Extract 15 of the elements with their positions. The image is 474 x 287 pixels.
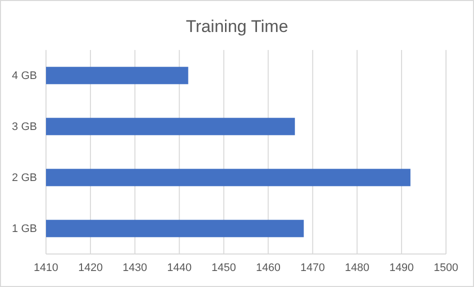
chart-title: Training Time (186, 17, 288, 36)
x-tick-label: 1420 (78, 262, 103, 274)
x-tick-label: 1490 (389, 262, 414, 274)
x-tick-label: 1440 (167, 262, 192, 274)
x-tick-label: 1430 (122, 262, 148, 274)
x-tick-label: 1450 (212, 262, 236, 274)
x-tick-label: 1480 (344, 262, 370, 274)
y-tick-label: 2 GB (12, 172, 37, 184)
y-tick-label: 4 GB (12, 70, 37, 82)
y-tick-label: 3 GB (12, 121, 37, 134)
x-tick-label: 1500 (434, 262, 458, 274)
x-tick-label: 1460 (256, 262, 280, 274)
x-tick-label: 1470 (300, 262, 325, 274)
x-tick-label: 1410 (34, 262, 58, 274)
y-tick-label: 1 GB (12, 223, 37, 236)
